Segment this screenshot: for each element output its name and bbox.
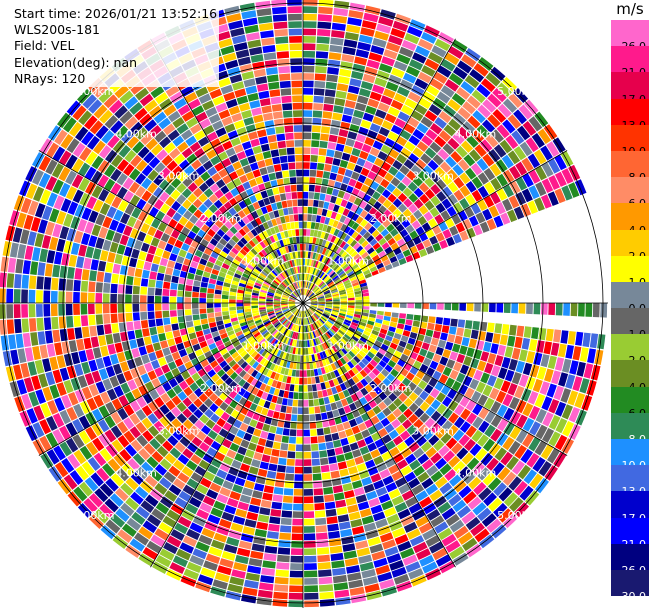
colorbar-segment: -13.0 xyxy=(611,465,649,498)
azimuth-line xyxy=(150,302,304,568)
colorbar-segment: 4.0 xyxy=(611,203,649,237)
range-ring-label: 4.00km xyxy=(455,127,497,140)
range-ring-label: 1.00km xyxy=(243,339,285,352)
range-ring-label: 4.00km xyxy=(115,127,157,140)
range-ring-label: 1.00km xyxy=(243,255,285,268)
range-ring-label: 2.00km xyxy=(370,382,412,395)
azimuth-line xyxy=(302,150,568,304)
azimuth-line xyxy=(38,302,304,456)
colorbar-segment: 6.0 xyxy=(611,177,649,210)
radar-ppi-plot: 1.00km 2.00km 3.00km 4.00km 5.00km 1.00km 2.00… xyxy=(0,0,608,608)
range-ring-label: 5.00km xyxy=(497,509,539,522)
colorbar: 26.021.017.013.010.08.06.04.02.01.00.0-1… xyxy=(611,20,649,603)
field-text: Field: VEL xyxy=(14,38,75,54)
colorbar-segment: -8.0 xyxy=(611,412,649,446)
range-ring-label: 3.00km xyxy=(158,424,200,437)
colorbar-segment: 0.0 xyxy=(611,281,649,315)
colorbar-segment: -6.0 xyxy=(611,386,649,420)
range-ring-label: 4.00km xyxy=(455,467,497,480)
colorbar-unit: m/s xyxy=(616,0,644,18)
velocity-gate-cells xyxy=(5,20,601,587)
nrays-text: NRays: 120 xyxy=(14,70,86,86)
velocity-gate-cells xyxy=(10,5,608,586)
colorbar-segment: 2.0 xyxy=(611,229,649,263)
range-ring-label: 1.00km xyxy=(327,255,369,268)
range-ring-label: 5.00km xyxy=(73,509,115,522)
colorbar-segment: -2.0 xyxy=(611,334,649,367)
azimuth-lines xyxy=(0,0,608,608)
range-ring-label: 3.00km xyxy=(412,170,454,183)
velocity-gate-cells xyxy=(13,16,581,600)
colorbar-segment: -1.0 xyxy=(611,308,649,341)
colorbar-segment: -17.0 xyxy=(611,491,649,525)
elevation-text: Elevation(deg): nan xyxy=(14,54,138,70)
colorbar-segment: 17.0 xyxy=(611,72,649,106)
range-ring-label: 5.00km xyxy=(73,85,115,98)
range-ring-label: 2.00km xyxy=(200,212,242,225)
azimuth-line xyxy=(302,38,456,304)
range-ring-label: 2.00km xyxy=(370,212,412,225)
colorbar-segment: -26.0 xyxy=(611,543,649,577)
colorbar-segment: -21.0 xyxy=(611,517,649,551)
colorbar-segment: 8.0 xyxy=(611,150,649,184)
colorbar-segment: 1.0 xyxy=(611,255,649,289)
azimuth-line xyxy=(38,150,304,304)
range-ring-labels: 1.00km 2.00km 3.00km 4.00km 5.00km 1.00km 2.00… xyxy=(73,85,539,522)
range-ring-label: 5.00km xyxy=(497,85,539,98)
azimuth-line xyxy=(302,302,456,568)
colorbar-segment: 21.0 xyxy=(611,46,649,79)
range-ring-label: 2.00km xyxy=(200,382,242,395)
start-time-text: Start time: 2026/01/21 13:52:16 xyxy=(14,6,218,21)
colorbar-segment: -30.0 xyxy=(611,569,649,603)
scan-info-panel: Start time: 2026/01/21 13:52:16 WLS200s-… xyxy=(12,6,220,88)
azimuth-line xyxy=(302,302,568,456)
range-ring-label: 3.00km xyxy=(412,424,454,437)
colorbar-tick-label: -30.0 xyxy=(617,590,646,604)
colorbar-segment: -10.0 xyxy=(611,439,649,472)
velocity-gate-cells xyxy=(0,13,562,592)
colorbar-segment: 13.0 xyxy=(611,98,649,132)
colorbar-segment: 10.0 xyxy=(611,124,649,158)
range-ring-label: 4.00km xyxy=(115,467,157,480)
colorbar-segment: 26.0 xyxy=(611,20,649,53)
colorbar-segment: -4.0 xyxy=(611,360,649,394)
range-ring-label: 1.00km xyxy=(327,339,369,352)
range-ring-label: 3.00km xyxy=(158,170,200,183)
instrument-name: WLS200s-181 xyxy=(14,22,100,38)
